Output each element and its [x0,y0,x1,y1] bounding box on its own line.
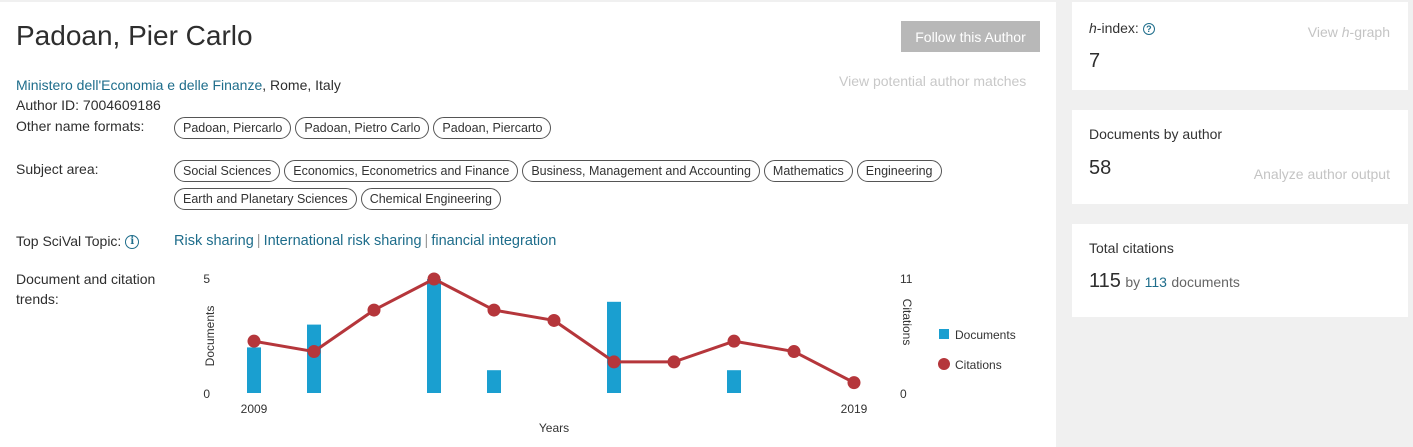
topic-separator: | [256,233,261,249]
subject-area-row-1: Social Sciences Economics, Econometrics … [174,160,942,182]
x-tick-label: 2019 [841,402,868,416]
view-h-graph-link[interactable]: View h-graph [1308,24,1390,40]
h-graph-link-suffix: -graph [1349,24,1390,40]
citations-point [607,355,621,369]
topic-separator: | [424,233,429,249]
h-index-label-text: -index: [1096,20,1139,36]
citations-card: Total citations 115 by 113 documents [1072,224,1408,317]
x-axis-label: Years [539,421,569,435]
name-format-chip: Padoan, Pietro Carlo [295,117,430,139]
y-tick-label: 5 [203,272,210,286]
legend-documents-label: Documents [955,328,1016,342]
scival-topic-links: Risk sharing | International risk sharing |… [174,233,556,249]
citations-by: by [1125,274,1141,290]
legend-documents-swatch [939,329,949,339]
citations-series-line [253,277,855,384]
author-id: Author ID: 7004609186 [16,97,161,113]
h-graph-link-italic: h [1341,24,1350,40]
view-matches-link[interactable]: View potential author matches [839,73,1027,89]
author-name: Padoan, Pier Carlo [16,20,253,51]
documents-bar [727,370,741,393]
name-format-chip: Padoan, Piercarlo [174,117,292,139]
analyze-output-link[interactable]: Analyze author output [1253,166,1390,182]
documents-card: Documents by author 58 Analyze author ou… [1072,110,1408,204]
other-names-label: Other name formats: [16,118,145,134]
help-icon[interactable]: ? [1142,23,1155,36]
citations-point [427,272,441,286]
subject-chip: Economics, Econometrics and Finance [284,160,519,182]
citing-documents-link[interactable]: 113 [1144,274,1167,290]
info-icon[interactable]: i [125,235,140,250]
trends-label: Document and citation trends: [16,271,156,307]
documents-bar [427,279,441,393]
y-axis-label: Documents [203,306,217,367]
subject-chip: Mathematics [763,160,853,182]
topic-link[interactable]: financial integration [431,233,557,249]
citations-point [787,345,801,359]
subject-chip: Social Sciences [174,160,281,182]
subject-chip: Engineering [856,160,942,182]
h-graph-link-prefix: View [1307,24,1342,40]
citations-label: Total citations [1089,240,1174,256]
subject-area-label: Subject area: [16,161,99,177]
citations-point [487,303,501,317]
citations-point [727,334,741,348]
subject-chip: Earth and Planetary Sciences [174,188,357,210]
citations-suffix: documents [1171,274,1240,290]
topic-link[interactable]: International risk sharing [263,233,422,249]
citations-summary: 115 by 113 documents [1089,270,1240,293]
topic-link[interactable]: Risk sharing [174,233,254,249]
name-format-chip: Padoan, Piercarto [433,117,552,139]
citations-point [307,345,321,359]
citations-point [367,303,381,317]
affiliation: Ministero dell'Economia e delle Finanze,… [16,77,341,93]
h-index-italic: h [1089,20,1097,36]
affiliation-location: , Rome, Italy [262,77,341,93]
x-tick-label: 2009 [241,402,268,416]
y2-axis-label: Citations [900,299,914,346]
follow-author-button[interactable]: Follow this Author [901,21,1040,52]
subject-area-row-2: Earth and Planetary Sciences Chemical En… [174,188,501,210]
document-citation-chart: 5 0 11 0 Documents Citations 2009 2019 Y… [203,272,1016,435]
h-index-value: 7 [1089,50,1101,72]
documents-bar [607,301,621,393]
legend-citations-label: Citations [955,358,1002,372]
citations-point [247,334,261,348]
scival-topic-label: Top SciVal Topic: i [16,233,140,250]
other-names-list: Padoan, Piercarlo Padoan, Pietro Carlo P… [174,117,552,139]
y2-tick-label: 11 [900,272,913,286]
documents-bar [307,324,321,393]
citations-value: 115 [1089,270,1121,292]
scival-topic-label-text: Top SciVal Topic: [16,233,122,249]
author-profile-panel: Padoan, Pier Carlo Follow this Author Vi… [0,2,1056,447]
documents-value: 58 [1089,157,1112,179]
citations-point [667,355,681,369]
legend-citations-marker [938,358,950,370]
affiliation-link[interactable]: Ministero dell'Economia e delle Finanze [16,77,263,93]
h-index-label: h-index:? [1089,20,1155,36]
documents-bar [247,347,261,393]
citations-point [547,313,561,327]
documents-label: Documents by author [1089,126,1223,142]
y2-tick-label: 0 [900,387,907,401]
subject-chip: Business, Management and Accounting [522,160,760,182]
documents-bar [487,370,501,393]
subject-chip: Chemical Engineering [360,188,501,210]
y-tick-label: 0 [203,387,210,401]
citations-point [847,376,861,390]
h-index-card: h-index:? View h-graph 7 [1072,2,1408,90]
